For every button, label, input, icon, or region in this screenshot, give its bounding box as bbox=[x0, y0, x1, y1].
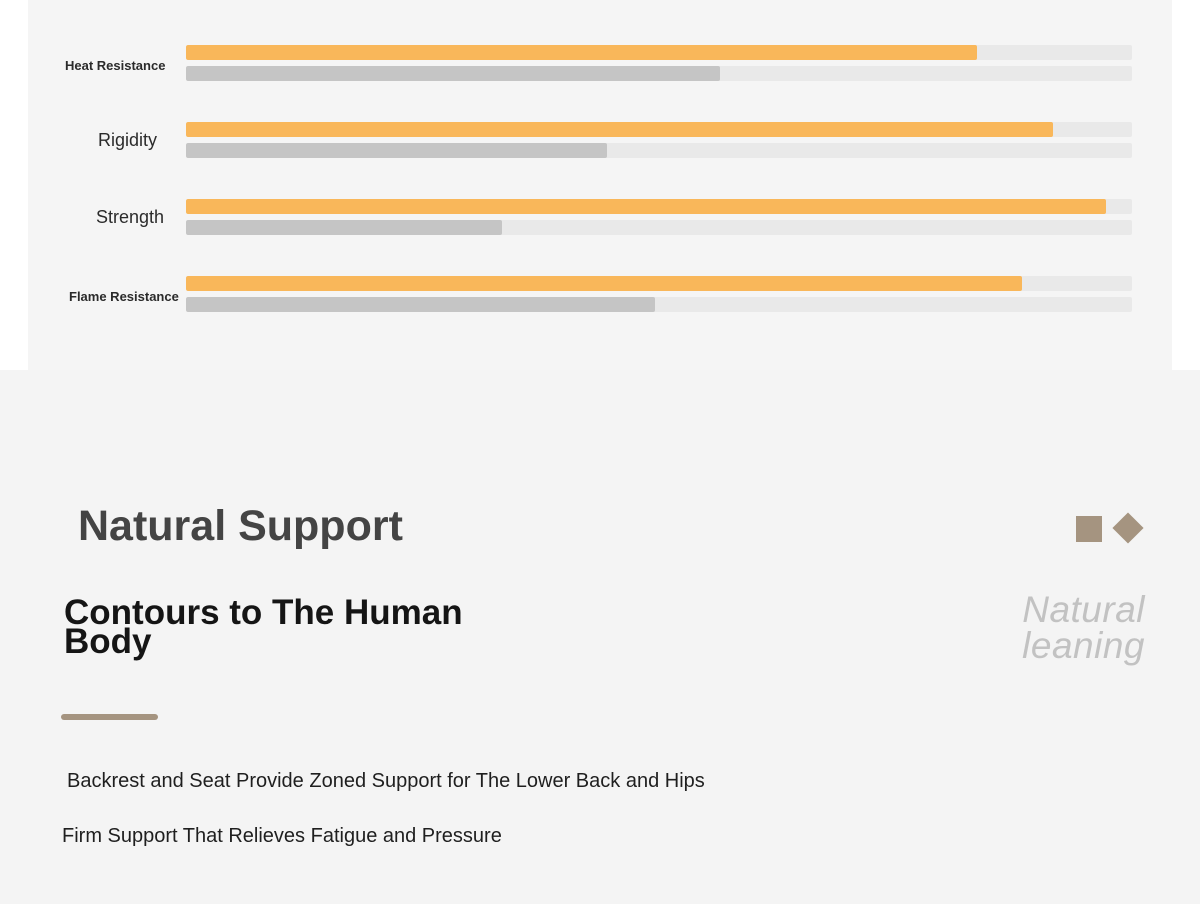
primary-bar-fill bbox=[186, 199, 1106, 214]
decorative-square-icon bbox=[1076, 516, 1102, 542]
comparison-row-rigidity: Rigidity bbox=[28, 122, 1172, 162]
primary-bar-track bbox=[186, 122, 1132, 137]
section-title: Natural Support bbox=[78, 502, 403, 550]
secondary-bar-fill bbox=[186, 66, 721, 81]
secondary-bar-fill bbox=[186, 220, 502, 235]
secondary-bar-track bbox=[186, 143, 1132, 158]
feature-text: Backrest and Seat Provide Zoned Support … bbox=[67, 770, 705, 792]
comparison-panel: Heat Resistance Rigidity Strength Flame … bbox=[28, 0, 1172, 370]
primary-bar-fill bbox=[186, 45, 977, 60]
primary-bar-track bbox=[186, 199, 1132, 214]
accent-divider bbox=[61, 714, 158, 720]
section-subheading: Contours to The Human Body bbox=[64, 593, 463, 661]
row-label: Heat Resistance bbox=[65, 57, 166, 73]
secondary-bar-track bbox=[186, 297, 1132, 312]
primary-bar-fill bbox=[186, 122, 1053, 137]
row-label: Strength bbox=[96, 206, 165, 227]
decorative-diamond-icon bbox=[1112, 512, 1144, 544]
secondary-bar-track bbox=[186, 66, 1132, 81]
row-label: Flame Resistance bbox=[69, 288, 179, 304]
row-label: Rigidity bbox=[98, 129, 158, 150]
comparison-row-heat-resistance: Heat Resistance bbox=[28, 45, 1172, 85]
secondary-bar-fill bbox=[186, 297, 656, 312]
primary-bar-fill bbox=[186, 276, 1023, 291]
comparison-row-strength: Strength bbox=[28, 199, 1172, 239]
primary-bar-track bbox=[186, 45, 1132, 60]
secondary-bar-fill bbox=[186, 143, 607, 158]
feature-text: Firm Support That Relieves Fatigue and P… bbox=[62, 825, 502, 847]
comparison-row-flame-resistance: Flame Resistance bbox=[28, 276, 1172, 316]
primary-bar-track bbox=[186, 276, 1132, 291]
side-note: Natural leaning bbox=[1022, 589, 1145, 666]
secondary-bar-track bbox=[186, 220, 1132, 235]
